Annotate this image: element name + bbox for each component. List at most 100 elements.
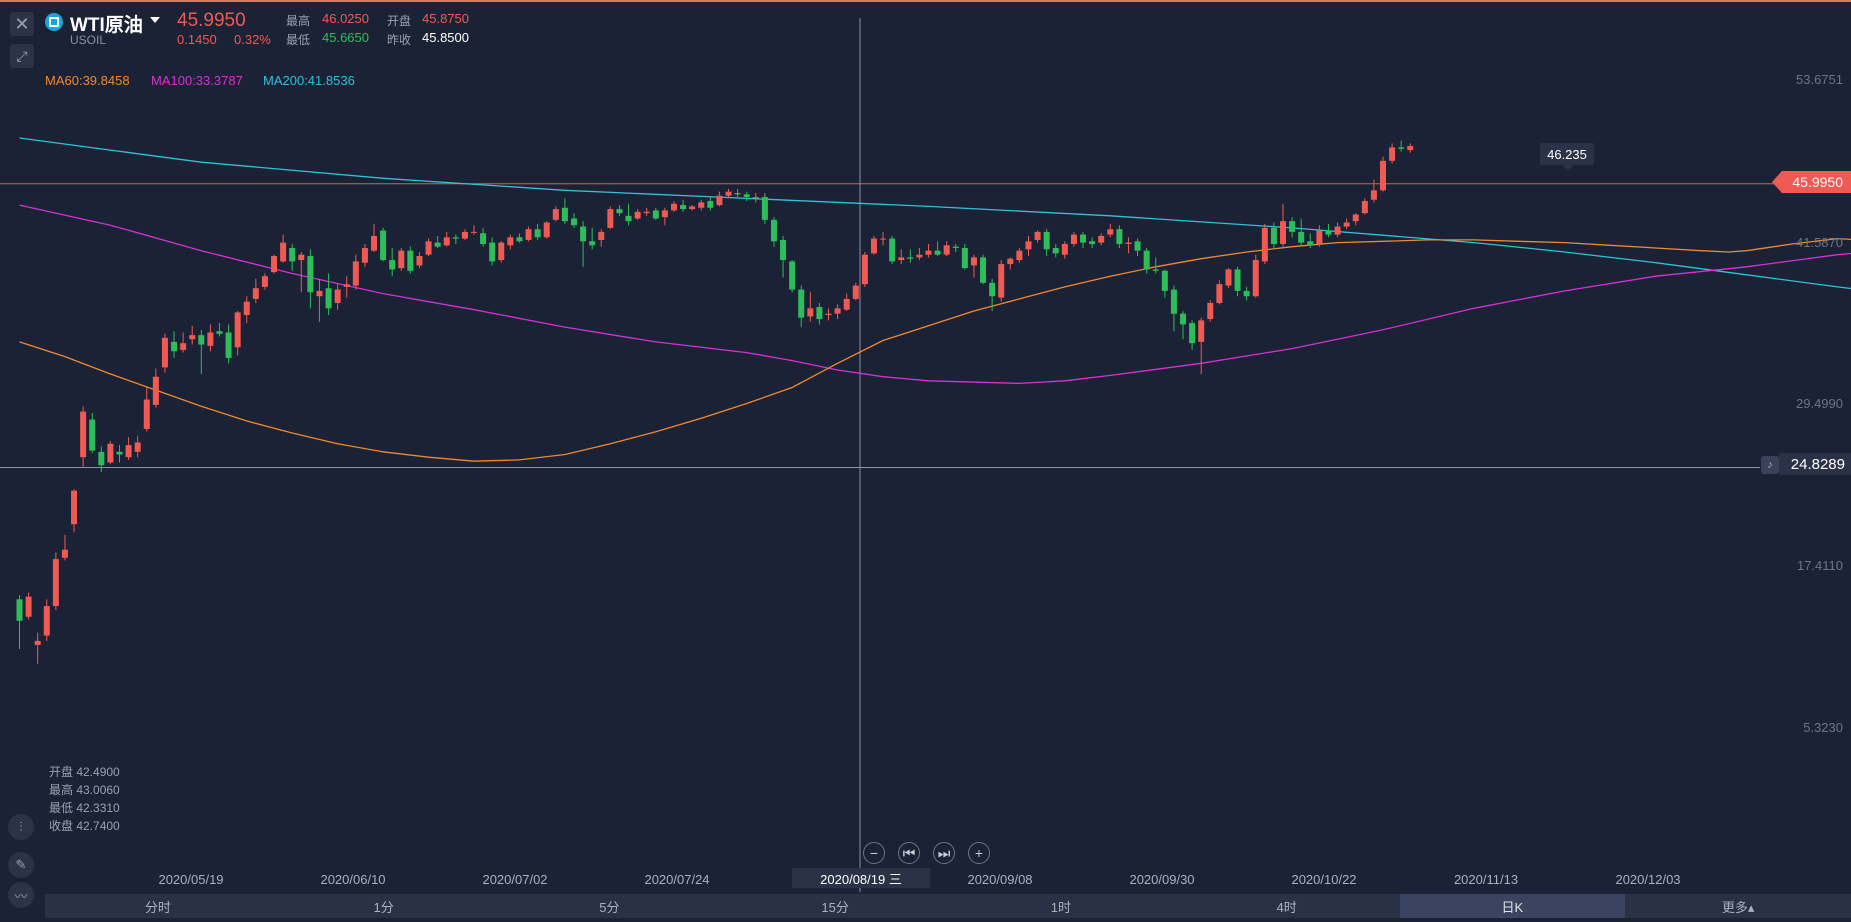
candle — [1061, 243, 1068, 255]
prev-close-label: 昨收 — [387, 33, 412, 47]
candle — [734, 193, 741, 195]
candle — [1152, 269, 1159, 271]
candle — [1098, 235, 1105, 243]
candle — [161, 337, 168, 368]
pencil-icon[interactable]: ✎ — [8, 852, 34, 878]
x-tick-label: 2020/05/19 — [158, 872, 224, 887]
candle — [1343, 222, 1350, 227]
open-value: 45.8750 — [422, 11, 469, 26]
candle — [1307, 241, 1314, 246]
candle — [471, 231, 477, 233]
candle — [107, 443, 114, 463]
candle — [480, 233, 487, 244]
candle — [580, 226, 587, 242]
candle — [1189, 323, 1196, 344]
symbol-code: USOIL — [70, 33, 107, 47]
candle — [1252, 260, 1259, 297]
x-tick-label: 2020/10/22 — [1291, 872, 1357, 887]
candle — [1052, 247, 1059, 254]
candle — [1034, 231, 1041, 240]
x-tick-label: 2020/09/30 — [1129, 872, 1195, 887]
period-tab-more[interactable]: 更多▴ — [1721, 899, 1755, 915]
candle — [1352, 214, 1359, 222]
candle — [1116, 229, 1123, 244]
candle — [271, 256, 278, 273]
candle — [371, 235, 378, 251]
candle — [643, 211, 650, 214]
candle — [1289, 221, 1296, 232]
candle — [1325, 230, 1332, 235]
candle — [61, 549, 68, 558]
candle — [716, 195, 723, 206]
low-label: 最低 — [286, 33, 311, 47]
candle — [116, 451, 123, 455]
candle — [689, 206, 696, 210]
zoom-out-icon[interactable]: − — [863, 842, 885, 864]
candle — [934, 250, 941, 255]
candle — [1261, 227, 1268, 262]
candle — [280, 242, 287, 262]
candle — [552, 209, 559, 220]
candle — [325, 288, 332, 309]
period-tab[interactable]: 5分 — [599, 899, 620, 915]
candle — [880, 238, 887, 240]
bell-icon[interactable]: ♪ — [1761, 456, 1779, 474]
period-tab[interactable]: 1分 — [373, 899, 394, 915]
candle — [25, 596, 32, 617]
candle — [189, 335, 196, 340]
candle — [1016, 250, 1023, 261]
chart-type-icon[interactable]: 〰 — [8, 882, 34, 908]
candle — [989, 282, 996, 297]
x-tick-label: 2020/07/02 — [482, 872, 548, 887]
indicator-icon[interactable]: ⫶ — [8, 814, 34, 840]
candle — [252, 288, 259, 299]
candle — [1361, 201, 1368, 214]
period-tab[interactable]: 分时 — [144, 899, 171, 915]
price-change: 0.1450 — [177, 32, 217, 47]
ma200-legend: MA200:41.8536 — [263, 73, 355, 88]
candle — [670, 203, 677, 211]
step-forward-icon[interactable]: ⏭ — [933, 842, 955, 864]
expand-icon[interactable]: ⤢ — [10, 44, 34, 68]
caret-down-icon[interactable] — [150, 17, 160, 23]
candle — [698, 202, 705, 208]
symbol-icon — [45, 13, 63, 31]
low-value: 45.6650 — [322, 30, 369, 45]
ohlc-close: 收盘 42.7400 — [49, 819, 120, 833]
ma200-line — [19, 137, 1851, 290]
high-marker-tooltip: 46.235 — [1540, 143, 1594, 171]
candle — [343, 284, 350, 287]
x-tick-label: 2020/06/10 — [320, 872, 386, 887]
period-tab-active[interactable]: 日K — [1399, 894, 1626, 918]
candle — [598, 231, 605, 240]
period-tab[interactable]: 1时 — [1050, 899, 1071, 915]
prev-close-value: 45.8500 — [422, 30, 469, 45]
candle — [16, 599, 23, 621]
ma60-legend: MA60:39.8458 — [45, 73, 130, 88]
zoom-in-icon[interactable]: + — [968, 842, 990, 864]
candle — [870, 238, 877, 254]
candle — [298, 254, 305, 261]
candle — [1389, 147, 1396, 161]
candle — [807, 308, 814, 317]
crosshair-price-label: 24.8289 — [1779, 453, 1851, 475]
candle — [1398, 147, 1405, 149]
symbol-name[interactable]: WTI原油 — [70, 15, 143, 36]
period-tab[interactable]: 15分 — [821, 899, 849, 915]
x-tick-label: 2020/12/03 — [1615, 872, 1681, 887]
period-tab[interactable]: 4时 — [1276, 899, 1297, 915]
candle — [1180, 313, 1187, 325]
ohlc-high: 最高 43.0060 — [49, 783, 120, 797]
candle — [1170, 289, 1177, 314]
candle — [889, 238, 896, 262]
candle — [1407, 146, 1414, 151]
candle — [843, 298, 850, 310]
candle — [307, 256, 314, 293]
candle — [652, 210, 659, 219]
candle — [770, 219, 777, 242]
high-label: 最高 — [286, 14, 311, 28]
close-icon[interactable]: ✕ — [10, 12, 34, 36]
candle — [289, 247, 296, 262]
step-back-icon[interactable]: ⏮ — [898, 842, 920, 864]
